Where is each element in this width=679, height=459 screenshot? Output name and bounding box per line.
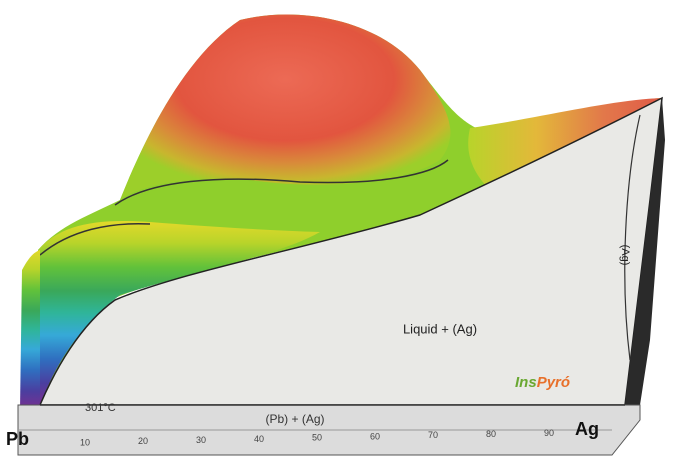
left-wall (20, 250, 40, 410)
axis-tick-label: 40 (254, 434, 264, 444)
logo-part: Ins (515, 374, 537, 391)
region-label: (Pb) + (Ag) (265, 412, 324, 426)
axis-tick-label: 70 (428, 430, 438, 440)
axis-tick-label: 90 (544, 428, 554, 438)
temperature-label: 301°C (85, 402, 116, 414)
element-label: Ag (575, 419, 599, 439)
axis-tick-label: 50 (312, 433, 322, 443)
axis-tick-label: 10 (80, 437, 90, 447)
axis-tick-label: 60 (370, 431, 380, 441)
axis-tick-label: 20 (138, 436, 148, 446)
liquidus-dome (120, 14, 450, 200)
logo: InsPyró (515, 374, 570, 391)
logo-part: Pyró (537, 374, 570, 391)
phase-label: (Ag) (619, 245, 631, 266)
axis-tick-label: 80 (486, 429, 496, 439)
region-label: Liquid + (Ag) (403, 321, 477, 336)
element-label: Pb (6, 429, 29, 449)
axis-tick-label: 30 (196, 435, 206, 445)
phase-diagram-model: Liquid + (Ag) InsPyró 301°C (Pb) + (Ag) … (0, 0, 679, 459)
